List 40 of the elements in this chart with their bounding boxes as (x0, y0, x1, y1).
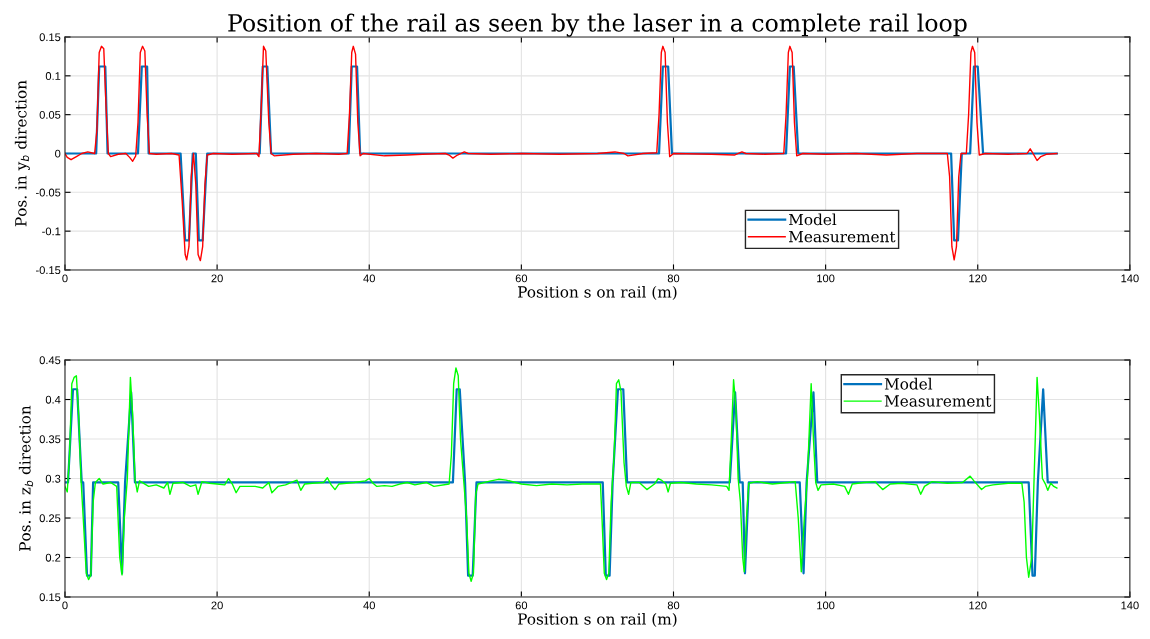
y-tick-label: 0.1 (45, 72, 61, 80)
y-tick-label: 0 (55, 149, 61, 158)
legend-label: Model (788, 213, 837, 226)
line-series (64, 45, 1058, 262)
x-tick-label: 20 (211, 601, 223, 610)
x-tick-label: 80 (667, 274, 680, 283)
legend-label: Measurement (788, 230, 896, 243)
x-tick-label: 100 (817, 274, 835, 283)
y-tick-label: -0.1 (42, 227, 61, 236)
y-tick-label: 0.15 (39, 593, 61, 602)
x-tick-label: 120 (969, 274, 987, 283)
x-tick-label: 80 (667, 601, 680, 610)
y-tick-label: 0.05 (39, 110, 61, 119)
y-tick-label: 0.3 (45, 474, 61, 483)
x-tick-label: 120 (969, 601, 987, 610)
x-axis-title: Position s on rail (m) (517, 612, 677, 627)
x-tick-label: 60 (515, 274, 528, 283)
legend-label: Model (884, 377, 933, 390)
x-tick-label: 60 (515, 601, 528, 610)
x-axis-title: Position s on rail (m) (517, 285, 677, 300)
y-tick-label: 0.15 (39, 33, 61, 42)
x-tick-label: 140 (1121, 601, 1139, 610)
x-tick-label: 100 (817, 601, 835, 610)
y-tick-label: 0.2 (45, 553, 61, 562)
x-tick-label: 0 (62, 601, 68, 610)
x-tick-label: 40 (363, 601, 375, 610)
x-tick-label: 20 (211, 274, 223, 283)
y-tick-label: 0.45 (39, 356, 61, 365)
legend-label: Measurement (884, 395, 992, 407)
y-tick-label: -0.15 (35, 266, 61, 275)
y-axis-title: Pos. in y$_{b}$ direction (14, 80, 30, 227)
y-tick-label: -0.05 (35, 188, 61, 197)
x-tick-label: 140 (1121, 274, 1139, 283)
y-tick-label: 0.25 (39, 514, 61, 523)
x-tick-label: 0 (62, 274, 68, 283)
chart-title: Position of the rail as seen by the laser in a complete rail loop (228, 13, 967, 37)
x-tick-label: 40 (363, 274, 375, 283)
y-tick-label: 0.35 (39, 435, 61, 444)
y-axis-title: Pos. in z$_{b}$ direction (18, 405, 34, 551)
y-tick-label: 0.4 (45, 395, 61, 404)
